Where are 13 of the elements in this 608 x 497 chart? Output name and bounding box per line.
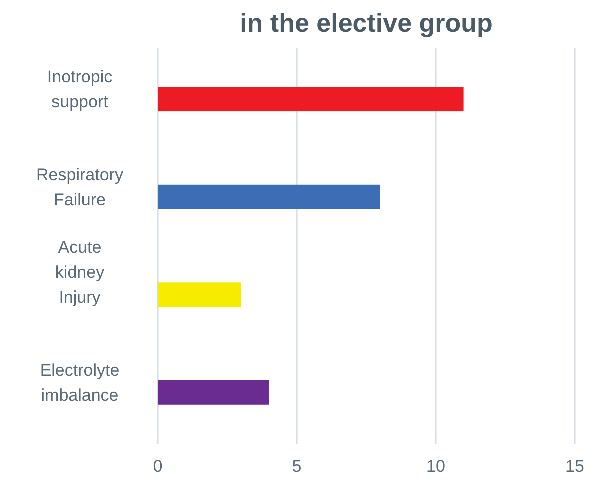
bar [158,380,270,405]
y-tick-label: Respiratory Failure [36,165,124,210]
y-tick-label: Electrolyte imbalance [40,360,120,405]
chart-title: in the elective group [240,8,493,38]
x-tick-label: 5 [292,457,302,476]
bar [158,87,464,112]
y-tick-label: Inotropic support [47,68,114,112]
y-tick-label: Acute kidney Injury [55,238,106,308]
bar [158,184,380,210]
bar [158,282,242,308]
x-tick-label: 15 [566,457,584,476]
x-tick-label: 0 [153,457,163,476]
x-tick-label: 10 [426,457,446,476]
